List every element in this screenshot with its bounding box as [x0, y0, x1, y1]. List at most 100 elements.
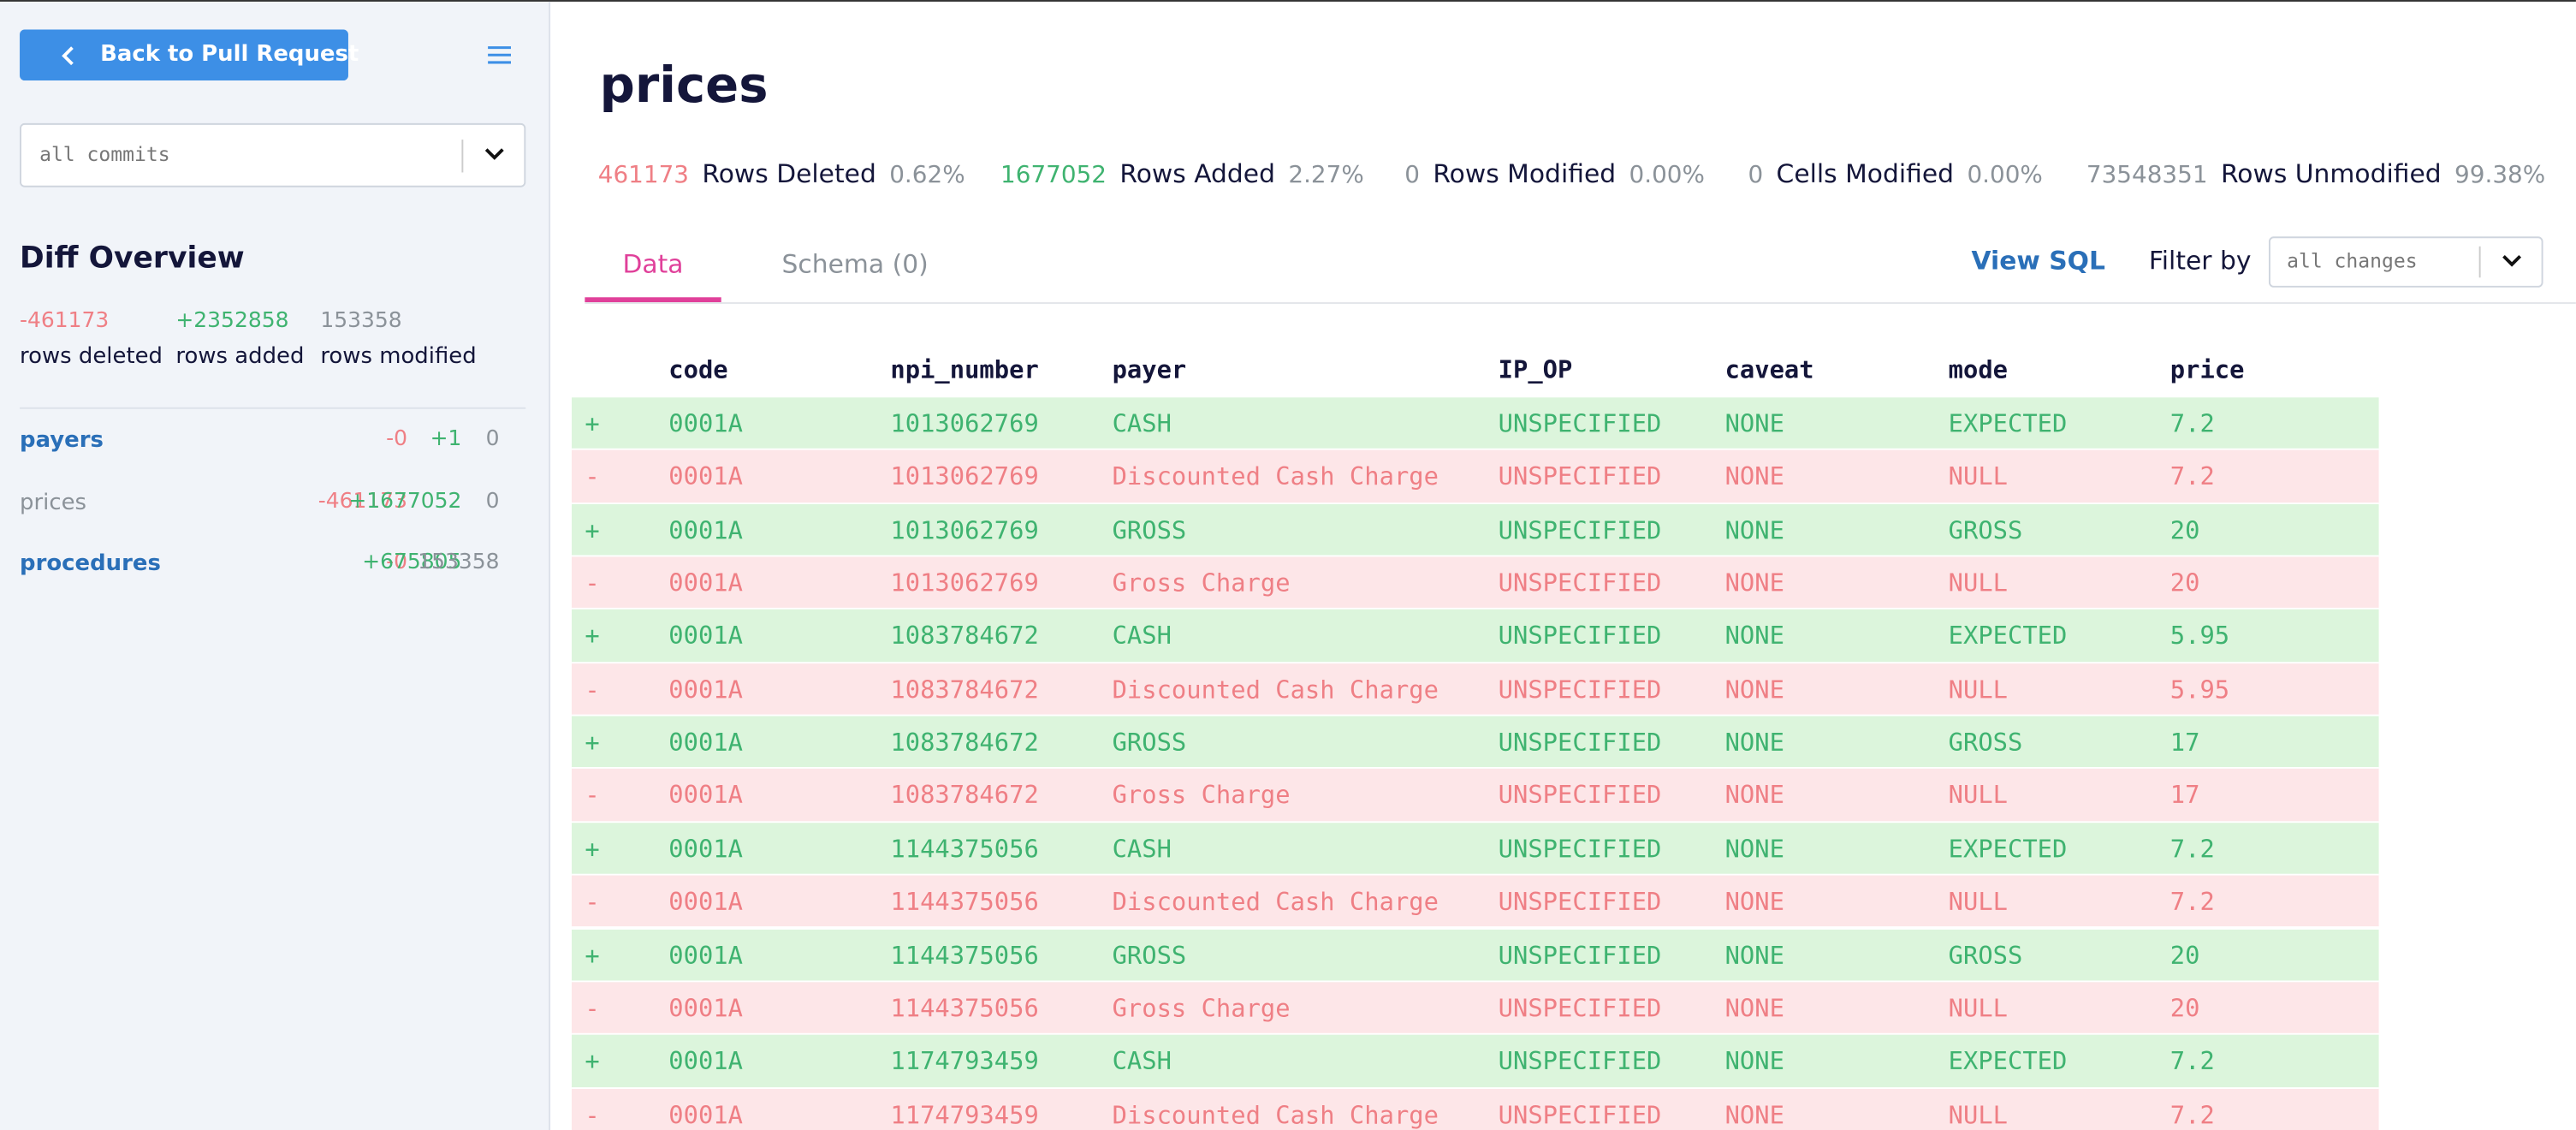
cell: UNSPECIFIED [1498, 621, 1662, 651]
stat: 1677052 Rows Added 2.27% [1000, 159, 1364, 189]
page-title: prices [599, 57, 769, 116]
cell: NONE [1724, 993, 1784, 1023]
cell: 5.95 [2169, 621, 2230, 651]
cell: 17 [2169, 781, 2200, 811]
stat: 73548351 Rows Unmodified 99.38% [2086, 159, 2545, 189]
overview-title: Diff Overview [20, 241, 245, 277]
column-header: price [2169, 354, 2245, 384]
column-header: IP_OP [1498, 354, 1573, 384]
cell: NONE [1724, 514, 1784, 545]
cell: 0001A [668, 675, 743, 705]
stat-percent: 99.38% [2454, 162, 2546, 189]
row-sign: - [585, 461, 600, 492]
cell: 0001A [668, 728, 743, 758]
cell: UNSPECIFIED [1498, 940, 1662, 970]
table-deleted: -461173 [318, 488, 408, 514]
cell: 20 [2169, 568, 2200, 598]
table-deleted: -0 [386, 426, 408, 452]
cell: UNSPECIFIED [1498, 887, 1662, 917]
cell: NULL [1948, 781, 2008, 811]
diff-row: - 0001A 1144375056 Gross Charge UNSPECIFIED N… [572, 982, 2379, 1036]
cell: UNSPECIFIED [1498, 834, 1662, 864]
table-link[interactable]: prices [20, 488, 87, 515]
divider [20, 407, 526, 409]
cell: 7.2 [2169, 461, 2215, 492]
cell: NONE [1724, 887, 1784, 917]
cell: CASH [1112, 834, 1172, 864]
tab[interactable]: Schema (0) [752, 232, 958, 302]
column-header: payer [1112, 354, 1187, 384]
stat-label: Rows Unmodified [2220, 159, 2442, 189]
cell: CASH [1112, 621, 1172, 651]
tab-label: Data [622, 249, 684, 280]
cell: GROSS [1948, 728, 2023, 758]
column-header: code [668, 354, 728, 384]
cell: 20 [2169, 514, 2200, 545]
row-sign: + [585, 1046, 600, 1077]
diff-row: - 0001A 1013062769 Gross Charge UNSPECIFIED N… [572, 556, 2379, 610]
table-link[interactable]: procedures [20, 550, 161, 577]
cell: UNSPECIFIED [1498, 1099, 1662, 1130]
row-sign: + [585, 621, 600, 651]
cell: CASH [1112, 1046, 1172, 1077]
diff-row: - 0001A 1013062769 Discounted Cash Charge UN… [572, 450, 2379, 504]
cell: 1144375056 [890, 887, 1039, 917]
cell: 20 [2169, 993, 2200, 1023]
cell: Discounted Cash Charge [1112, 887, 1439, 917]
row-sign: + [585, 834, 600, 864]
diff-row: +0001A 1144375056 GROSS UNSPECIFIED NONE GROS… [572, 928, 2379, 983]
table-modified: 0 [485, 426, 500, 452]
cell: 1013062769 [890, 461, 1039, 492]
cell: EXPECTED [1948, 834, 2068, 864]
cell: UNSPECIFIED [1498, 461, 1662, 492]
cell: 0001A [668, 1046, 743, 1077]
diff-row: +0001A 1083784672 GROSS UNSPECIFIED NONE GROS… [572, 716, 2379, 770]
table-link[interactable]: payers [20, 426, 104, 454]
row-sign: - [585, 568, 600, 598]
cell: 0001A [668, 461, 743, 492]
diff-row: - 0001A 1083784672 Discounted Cash Charge UN… [572, 663, 2379, 717]
cell: NULL [1948, 1099, 2008, 1130]
stat-label: Rows Modified [1433, 159, 1617, 189]
cell: UNSPECIFIED [1498, 1046, 1662, 1077]
diff-row: - 0001A 1083784672 Gross Charge UNSPECIFIED N… [572, 769, 2379, 823]
cell: NONE [1724, 834, 1784, 864]
cell: GROSS [1112, 728, 1187, 758]
cell: UNSPECIFIED [1498, 675, 1662, 705]
cell: NONE [1724, 1099, 1784, 1130]
cell: 1083784672 [890, 675, 1039, 705]
cell: 7.2 [2169, 1099, 2215, 1130]
cell: 0001A [668, 993, 743, 1023]
cell: 1083784672 [890, 781, 1039, 811]
filter-select[interactable]: all changes [2268, 236, 2543, 288]
back-label: Back to Pull Request [100, 40, 359, 68]
stat-percent: 2.27% [1288, 162, 1364, 189]
diff-row: +0001A 1083784672 CASH UNSPECIFIED NONE EXPEC… [572, 610, 2379, 663]
row-sign: + [585, 408, 600, 439]
back-button[interactable]: Back to Pull Request [20, 29, 359, 81]
divider [461, 140, 464, 173]
cell: EXPECTED [1948, 408, 2068, 439]
column-header: mode [1948, 354, 2008, 384]
filter-label: Filter by [2148, 246, 2252, 277]
table-modified: 0 [485, 488, 500, 514]
cell: 7.2 [2169, 408, 2215, 439]
row-sign: + [585, 514, 600, 545]
tab[interactable]: Data [585, 232, 721, 303]
view-sql-link[interactable]: View SQL [1971, 246, 2105, 277]
commit-select[interactable]: all commits [20, 122, 526, 187]
stat: 461173 Rows Deleted 0.62% [598, 159, 965, 189]
stat-label: Rows Added [1119, 159, 1275, 189]
overview-value: +2352858 [175, 308, 289, 334]
menu-icon[interactable] [486, 45, 513, 66]
cell: 1144375056 [890, 940, 1039, 970]
cell: GROSS [1948, 940, 2023, 970]
cell: NULL [1948, 887, 2008, 917]
cell: NONE [1724, 728, 1784, 758]
cell: 1174793459 [890, 1046, 1039, 1077]
cell: CASH [1112, 408, 1172, 439]
stat-count: 0 [1748, 162, 1764, 189]
overview-value: 153358 [320, 308, 402, 334]
cell: 0001A [668, 408, 743, 439]
cell: NONE [1724, 461, 1784, 492]
